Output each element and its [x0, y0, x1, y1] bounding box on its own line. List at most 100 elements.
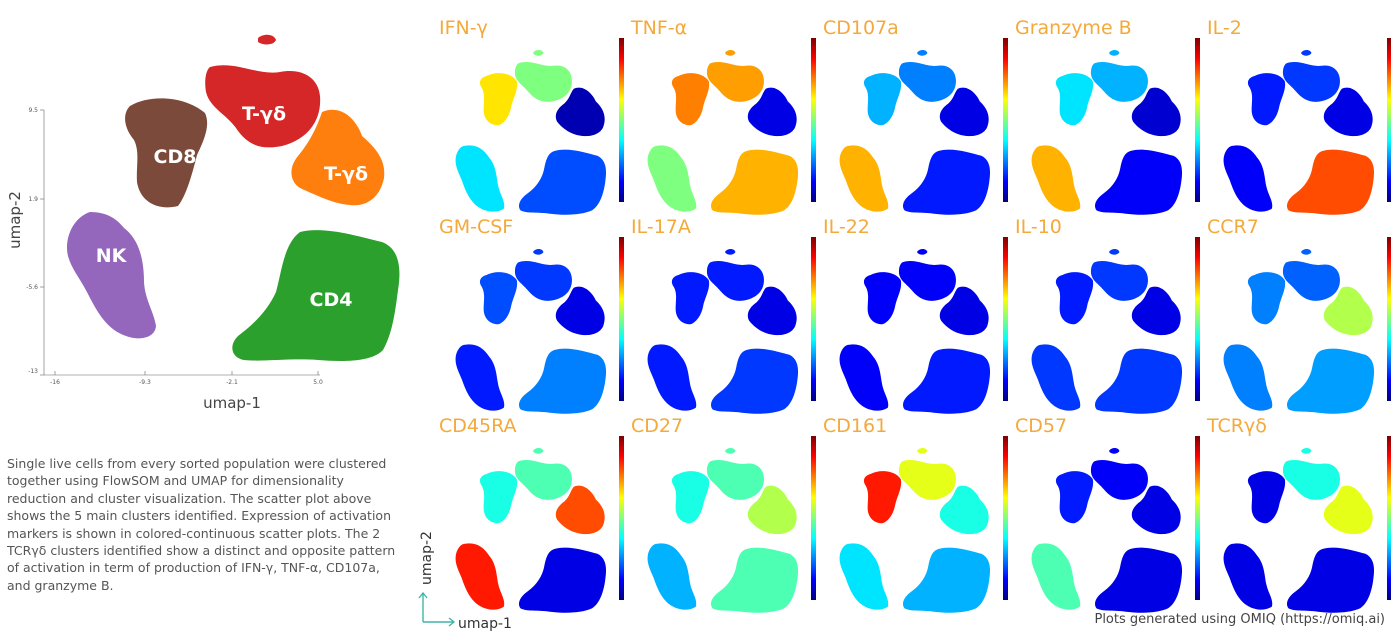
cluster-cd8-shape: [863, 272, 902, 325]
marker-panel: IL-10: [1015, 216, 1200, 414]
cluster-tgd1-fragment: [917, 50, 928, 56]
x-tick-label: -16: [50, 379, 60, 386]
cluster-tgd1-fragment: [725, 249, 736, 255]
colorbar: [1003, 237, 1008, 401]
marker-panel: TNF-α: [630, 17, 816, 215]
cluster-tgd-2: T-γδ: [291, 109, 385, 206]
y-axis: 9.5 1.9 -5.6 -13: [26, 107, 45, 376]
cluster-label: NK: [96, 245, 128, 267]
y-tick-label: -5.6: [26, 284, 38, 291]
cluster-cd8-shape: [479, 471, 518, 524]
cluster-cd4-shape: [902, 547, 991, 613]
cluster-tgd1-fragment: [533, 50, 544, 56]
cluster-tgd1-fragment: [533, 249, 544, 255]
marker-panel: CD161: [823, 415, 1008, 613]
cluster-cd4-shape: [1094, 547, 1183, 613]
cluster-tgd2-shape: [1131, 485, 1181, 535]
cluster-cd4-shape: [232, 230, 400, 361]
cluster-tgd2-shape: [939, 485, 989, 535]
colorbar: [811, 38, 816, 202]
cluster-label: CD8: [154, 146, 197, 168]
cluster-tgd1-fragment: [1301, 448, 1312, 454]
marker-panel: CD57: [1015, 415, 1200, 613]
cluster-tgd2-shape: [939, 87, 989, 137]
cluster-tgd1-shape: [706, 460, 764, 500]
cluster-cd4-shape: [1094, 149, 1183, 215]
marker-panel: CD45RA: [439, 415, 624, 613]
marker-panel: CCR7: [1207, 216, 1391, 414]
cluster-cd8-shape: [1055, 73, 1094, 126]
marker-title: IL-22: [823, 216, 870, 238]
cluster-tgd2-shape: [1131, 87, 1181, 137]
corner-x-label: umap-1: [458, 616, 512, 631]
cluster-tgd2-shape: [555, 87, 605, 137]
x-tick-label: -9.3: [139, 379, 151, 386]
cluster-nk-shape: [1031, 543, 1081, 610]
cluster-tgd1-fragment: [1301, 249, 1312, 255]
corner-y-label: umap-2: [419, 531, 435, 585]
cluster-cd4-shape: [518, 348, 607, 414]
x-axis-label: umap-1: [203, 394, 261, 412]
cluster-tgd1-shape: [706, 261, 764, 301]
cluster-nk: NK: [66, 212, 156, 339]
cluster-cd8-shape: [863, 73, 902, 126]
cluster-cd4-shape: [710, 547, 799, 613]
cluster-tgd1-shape: [514, 460, 572, 500]
cluster-cd8-shape: [671, 471, 710, 524]
cluster-tgd1-fragment: [917, 249, 928, 255]
cluster-tgd1-shape: [1090, 62, 1148, 102]
marker-title: CD27: [631, 415, 683, 437]
cluster-tgd1-fragment: [917, 448, 928, 454]
marker-panel: IL-22: [823, 216, 1008, 414]
marker-title: GM-CSF: [439, 216, 513, 238]
x-tick-label: 5.0: [313, 379, 323, 386]
cluster-tgd1-shape: [898, 62, 956, 102]
cluster-tgd-2-shape: [291, 109, 385, 206]
colorbar: [1387, 38, 1391, 202]
cluster-tgd1-fragment: [533, 448, 544, 454]
marker-title: TNF-α: [630, 17, 687, 39]
cluster-cd4: CD4: [232, 230, 400, 361]
cluster-cd8: CD8: [125, 98, 208, 208]
cluster-tgd1-shape: [1090, 460, 1148, 500]
cluster-tgd-1-fragment: [258, 34, 276, 45]
cluster-tgd1-shape: [1282, 261, 1340, 301]
cluster-nk-shape: [1223, 543, 1273, 610]
cluster-tgd1-shape: [1282, 62, 1340, 102]
cluster-tgd2-shape: [747, 87, 797, 137]
cluster-tgd-1: T-γδ: [205, 34, 321, 148]
y-axis-label: umap-2: [6, 191, 24, 249]
cluster-nk-shape: [839, 543, 889, 610]
cluster-cd4-shape: [518, 547, 607, 613]
cluster-cd4-shape: [1286, 348, 1375, 414]
cluster-nk-shape: [455, 344, 505, 411]
marker-panel: Granzyme B: [1015, 17, 1200, 215]
cluster-nk-shape: [839, 145, 889, 212]
cluster-tgd1-fragment: [1109, 448, 1120, 454]
marker-panel: GM-CSF: [439, 216, 624, 414]
y-tick-label: 9.5: [28, 107, 38, 114]
cluster-cd8-shape: [863, 471, 902, 524]
x-tick-label: -2.1: [226, 379, 238, 386]
x-axis: -16 -9.3 -2.1 5.0: [44, 371, 323, 386]
marker-title: IL-10: [1015, 216, 1062, 238]
corner-axes: umap-1 umap-2: [418, 531, 512, 631]
marker-title: CD57: [1015, 415, 1067, 437]
y-tick-label: 1.9: [28, 196, 38, 203]
cluster-nk-shape: [839, 344, 889, 411]
cluster-tgd1-fragment: [1301, 50, 1312, 56]
cluster-tgd2-shape: [1323, 87, 1373, 137]
cluster-tgd2-shape: [555, 286, 605, 336]
cluster-nk-shape: [647, 344, 697, 411]
cluster-nk-shape: [1031, 145, 1081, 212]
cluster-tgd2-shape: [555, 485, 605, 535]
marker-title: CD107a: [823, 17, 899, 39]
cluster-cd8-shape: [479, 73, 518, 126]
cluster-nk-shape: [647, 543, 697, 610]
cluster-tgd2-shape: [1131, 286, 1181, 336]
y-tick-label: -13: [28, 368, 38, 375]
cluster-tgd1-fragment: [1109, 249, 1120, 255]
cluster-label: T-γδ: [242, 103, 286, 125]
marker-title: CD45RA: [439, 415, 517, 437]
